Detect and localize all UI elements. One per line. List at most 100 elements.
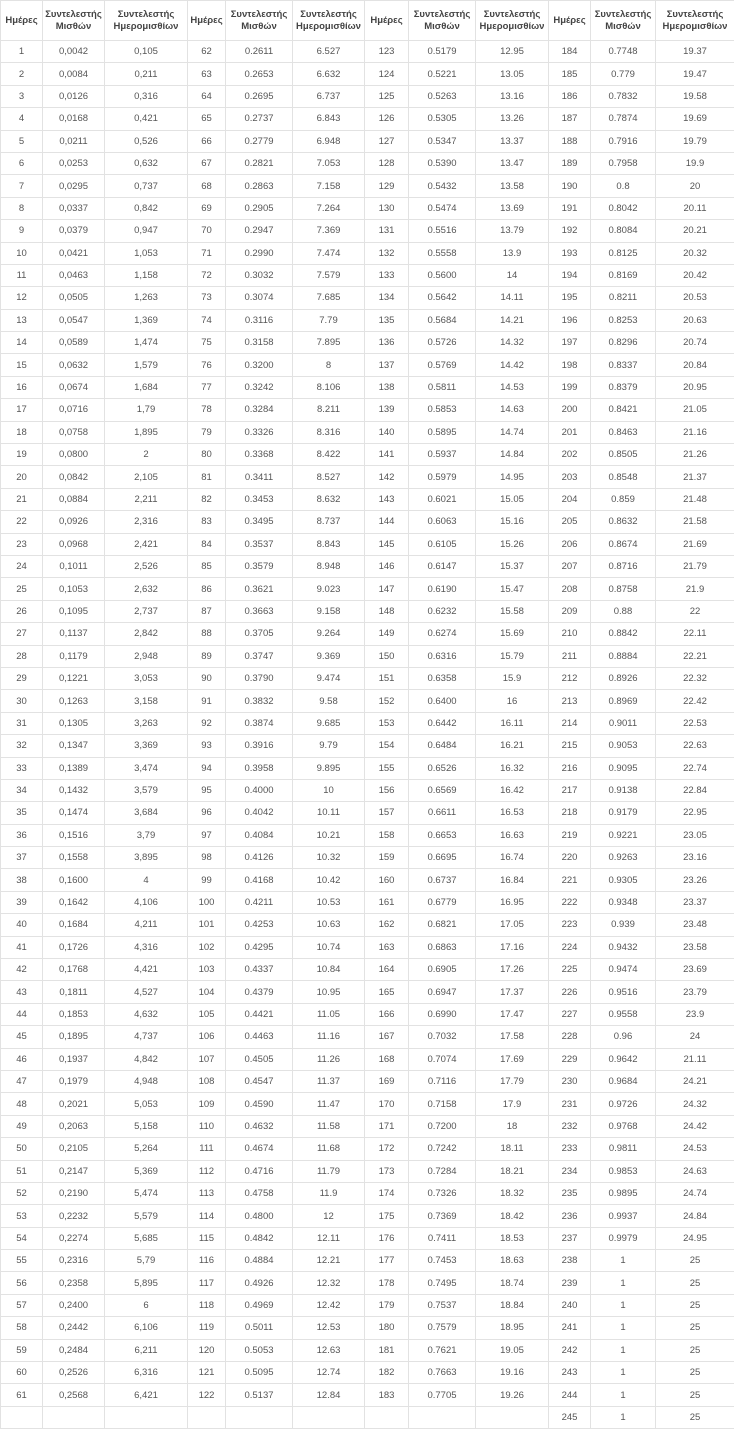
table-row: 37 0,1558 3,895 98 0.4126 10.32 159 0.6695 16.74…: [0, 846, 734, 870]
day-cell: 245: [548, 1405, 591, 1430]
day-cell: 131: [364, 219, 409, 243]
day-cell: 175: [364, 1204, 409, 1228]
day-cell: 226: [548, 980, 591, 1004]
day-cell: 44: [0, 1002, 43, 1027]
day-cell: 216: [548, 756, 591, 780]
day-cell: 162: [364, 913, 409, 937]
daily-wage-coefficient-cell: 9.369: [292, 644, 365, 668]
day-cell: 3: [0, 84, 43, 109]
table-row: 56 0,2358 5,895 117 0.4926 12.32 178 0.7495 18.7…: [0, 1271, 734, 1295]
daily-wage-coefficient-cell: 4,421: [104, 958, 188, 982]
day-cell: 177: [364, 1249, 409, 1273]
day-cell: 233: [548, 1137, 591, 1161]
day-cell: 48: [0, 1092, 43, 1116]
daily-wage-coefficient-cell: 18.63: [475, 1249, 549, 1273]
daily-wage-coefficient-cell: 1,579: [104, 353, 188, 377]
day-cell: 62: [187, 39, 226, 64]
table-row: 41 0,1726 4,316 102 0.4295 10.74 163 0.6863 17.1…: [0, 935, 734, 960]
daily-wage-coefficient-cell: 2,316: [104, 510, 188, 534]
day-cell: 132: [364, 241, 409, 265]
daily-wage-coefficient-cell: 19.47: [655, 62, 734, 86]
day-cell: 227: [548, 1002, 591, 1027]
day-cell: 68: [187, 174, 226, 198]
daily-wage-coefficient-cell: 24.63: [655, 1159, 734, 1183]
daily-wage-coefficient-cell: 19.05: [475, 1338, 549, 1363]
salary-coefficient-cell: 0.8505: [590, 443, 656, 467]
salary-coefficient-cell: 0,0211: [42, 129, 105, 153]
day-cell: 240: [548, 1293, 591, 1318]
salary-coefficient-cell: 0.7579: [408, 1316, 476, 1340]
day-cell: 242: [548, 1338, 591, 1363]
salary-coefficient-cell: 0.4632: [225, 1114, 293, 1139]
table-row: 245 1 25: [0, 1405, 734, 1430]
day-cell: 115: [187, 1226, 226, 1251]
daily-wage-coefficient-cell: 23.05: [655, 823, 734, 848]
daily-wage-coefficient-cell: 20.32: [655, 241, 734, 265]
salary-coefficient-cell: 0.3158: [225, 331, 293, 355]
salary-coefficient-cell: 0.9937: [590, 1204, 656, 1228]
day-cell: 198: [548, 353, 591, 377]
salary-coefficient-cell: 0.8379: [590, 375, 656, 400]
daily-wage-coefficient-cell: 7.369: [292, 219, 365, 243]
day-cell: 196: [548, 308, 591, 333]
day-cell: 74: [187, 308, 226, 333]
daily-wage-coefficient-cell: 15.47: [475, 577, 549, 601]
daily-wage-coefficient-cell: 1,158: [104, 263, 188, 288]
daily-wage-coefficient-cell: 9.474: [292, 666, 365, 691]
daily-wage-coefficient-cell: 12.21: [292, 1249, 365, 1273]
day-cell: 225: [548, 958, 591, 982]
table-row: 5 0,0211 0,526 66 0.2779 6.948 127 0.5347 13.37 1…: [0, 129, 734, 153]
salary-coefficient-cell: 1: [590, 1361, 656, 1385]
salary-coefficient-cell: 0.5305: [408, 107, 476, 131]
table-row: 1 0,0042 0,105 62 0.2611 6.527 123 0.5179 12.95 1…: [0, 39, 734, 64]
daily-wage-coefficient-cell: 21.37: [655, 465, 734, 489]
daily-wage-coefficient-cell: 16.63: [475, 823, 549, 848]
salary-coefficient-cell: 0.2695: [225, 84, 293, 109]
salary-coefficient-cell: 0.6442: [408, 711, 476, 736]
day-cell: 217: [548, 778, 591, 803]
daily-wage-coefficient-cell: 4: [104, 868, 188, 892]
daily-wage-coefficient-cell: 1,684: [104, 375, 188, 400]
empty-cell: [225, 1405, 293, 1430]
day-header: Ημέρες: [187, 0, 226, 41]
salary-coefficient-cell: 1: [590, 1405, 656, 1430]
salary-coefficient-cell: 0.3242: [225, 375, 293, 400]
salary-coefficient-cell: 0,1811: [42, 980, 105, 1004]
day-cell: 143: [364, 487, 409, 512]
day-cell: 173: [364, 1159, 409, 1183]
day-cell: 113: [187, 1181, 226, 1206]
daily-wage-coefficient-cell: 11.47: [292, 1092, 365, 1116]
day-cell: 90: [187, 666, 226, 691]
daily-wage-coefficient-cell: 11.16: [292, 1025, 365, 1049]
salary-coefficient-cell: 0.9768: [590, 1114, 656, 1139]
day-cell: 155: [364, 756, 409, 780]
day-cell: 85: [187, 554, 226, 579]
day-cell: 95: [187, 778, 226, 803]
salary-coefficient-cell: 0.7705: [408, 1383, 476, 1407]
day-cell: 195: [548, 286, 591, 310]
daily-wage-coefficient-cell: 25: [655, 1249, 734, 1273]
daily-wage-coefficient-cell: 5,053: [104, 1092, 188, 1116]
daily-wage-coefficient-cell: 4,842: [104, 1047, 188, 1071]
salary-coefficient-cell: 0,2568: [42, 1383, 105, 1407]
daily-wage-coefficient-cell: 1,053: [104, 241, 188, 265]
daily-wage-coefficient-cell: 11.37: [292, 1069, 365, 1094]
salary-coefficient-cell: 0.2611: [225, 39, 293, 64]
salary-coefficient-cell: 0.7158: [408, 1092, 476, 1116]
salary-coefficient-cell: 0.4884: [225, 1249, 293, 1273]
salary-coefficient-cell: 0.6105: [408, 532, 476, 556]
salary-coefficient-cell: 0.5937: [408, 443, 476, 467]
salary-coefficient-cell: 0.9221: [590, 823, 656, 848]
salary-coefficient-cell: 0.9979: [590, 1226, 656, 1251]
salary-coefficient-cell: 0.5642: [408, 286, 476, 310]
salary-coefficient-cell: 0.5011: [225, 1316, 293, 1340]
salary-coefficient-cell: 0.4590: [225, 1092, 293, 1116]
salary-coefficient-cell: 0.3411: [225, 465, 293, 489]
table-row: 50 0,2105 5,264 111 0.4674 11.68 172 0.7242 18.1…: [0, 1137, 734, 1161]
day-cell: 34: [0, 778, 43, 803]
day-cell: 79: [187, 420, 226, 445]
day-cell: 218: [548, 801, 591, 825]
day-cell: 24: [0, 554, 43, 579]
salary-coefficient-cell: 0.7200: [408, 1114, 476, 1139]
day-cell: 58: [0, 1316, 43, 1340]
